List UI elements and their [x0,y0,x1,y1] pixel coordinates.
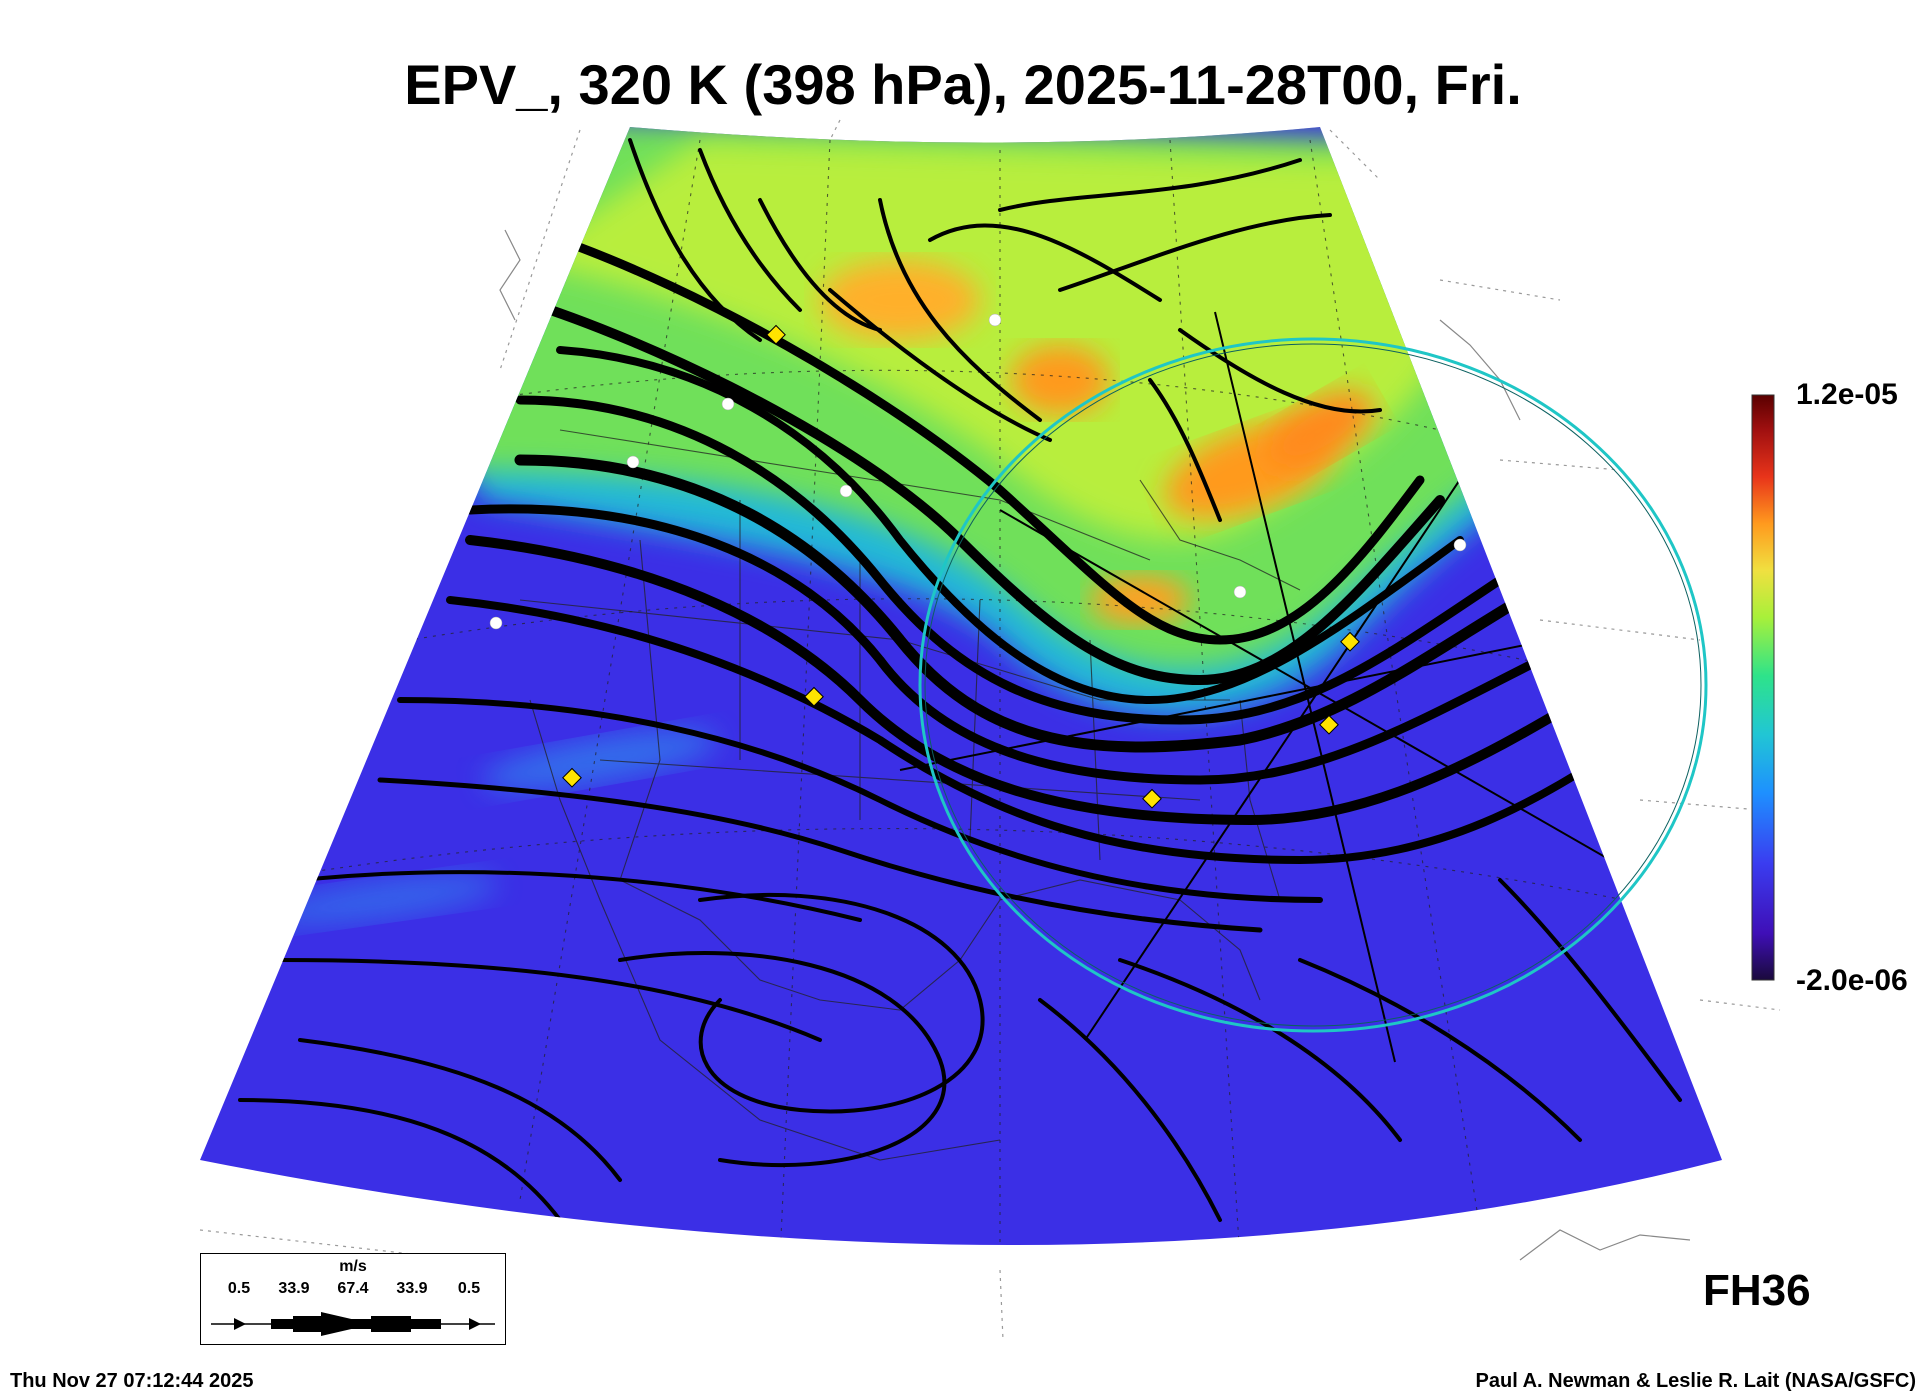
map-title: EPV_, 320 K (398 hPa), 2025-11-28T00, Fr… [404,53,1522,116]
graticule-outside [199,119,1781,1341]
wind-legend-unit: m/s [339,1258,367,1275]
wind-streamlines [238,138,1702,1222]
range-ring [918,337,1708,1033]
colorbar-max-label: 1.2e-05 [1796,378,1898,411]
wind-legend-value: 33.9 [278,1280,310,1297]
credit-line: Paul A. Newman & Leslie R. Lait (NASA/GS… [1475,1370,1916,1392]
epv-field [200,127,1722,1245]
colorbar [1751,394,1775,981]
wind-legend-value: 0.5 [227,1280,251,1297]
wind-legend-arrows [211,1312,495,1336]
station-markers-yellow [562,324,1360,809]
wind-legend-value: 33.9 [396,1280,428,1297]
outside-coastlines [499,229,1691,1261]
political-borders [519,429,1301,1161]
timestamp: Thu Nov 27 07:12:44 2025 [10,1370,254,1392]
forecast-hour-label: FH36 [1703,1266,1811,1315]
wind-legend-value: 67.4 [337,1280,369,1297]
wind-legend-value: 0.5 [457,1280,481,1297]
station-markers-white [489,313,1467,630]
colorbar-min-label: -2.0e-06 [1796,964,1908,997]
wind-legend: m/s 0.5 33.9 67.4 33.9 0.5 [200,1253,506,1345]
